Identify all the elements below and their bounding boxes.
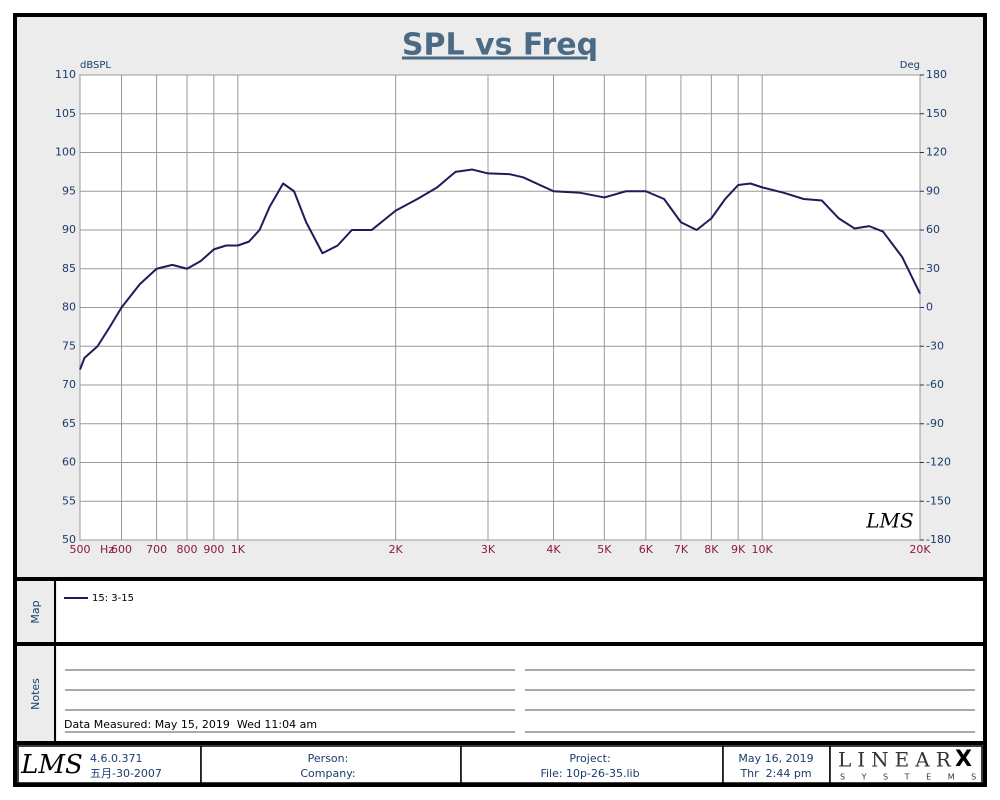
y-tick-label: 85 <box>62 262 76 275</box>
y2-tick-label: 30 <box>926 262 940 275</box>
build-date: 五月-30-2007 <box>90 767 162 780</box>
y-axis-label: dBSPL <box>80 60 111 71</box>
legend-label: 15: 3-15 <box>92 593 134 604</box>
notes-panel <box>57 646 983 741</box>
map-panel <box>57 581 983 642</box>
y2-tick-label: -150 <box>926 494 951 507</box>
y-tick-label: 65 <box>62 417 76 430</box>
y-tick-label: 75 <box>62 339 76 352</box>
footer-cell <box>460 745 724 784</box>
x-tick-label: 600 <box>111 543 132 556</box>
footer-cell <box>200 745 462 784</box>
y2-tick-label: 150 <box>926 107 947 120</box>
file: File: 10p-26-35.lib <box>540 767 639 780</box>
x-tick-label: 500 <box>70 543 91 556</box>
x-tick-label: 7K <box>674 543 689 556</box>
brand-sub: S Y S T E M S <box>840 773 983 782</box>
footer-cell <box>722 745 831 784</box>
y-tick-label: 105 <box>55 107 76 120</box>
x-tick-label: 900 <box>203 543 224 556</box>
y-tick-label: 60 <box>62 456 76 469</box>
y-tick-label: 50 <box>62 533 76 546</box>
y2-tick-label: 60 <box>926 223 940 236</box>
y2-tick-label: 90 <box>926 184 940 197</box>
x-tick-label: 10K <box>752 543 774 556</box>
print-date: May 16, 2019 <box>738 752 813 765</box>
x-tick-label: 8K <box>704 543 719 556</box>
chart-title: SPL vs Freq <box>402 28 598 63</box>
map-label: Map <box>29 600 42 623</box>
y-tick-label: 70 <box>62 378 76 391</box>
logo: LMS <box>20 750 83 780</box>
series-line <box>79 168 921 370</box>
notes-label: Notes <box>29 678 42 710</box>
y-tick-label: 100 <box>55 146 76 159</box>
company: Company: <box>300 767 355 780</box>
x-axis-label: Hz <box>100 543 114 556</box>
y-tick-label: 55 <box>62 494 76 507</box>
watermark: LMS <box>865 509 913 533</box>
x-tick-label: 9K <box>731 543 746 556</box>
version: 4.6.0.371 <box>90 752 142 765</box>
y2-axis-label: Deg <box>900 60 920 71</box>
y2-tick-label: -60 <box>926 378 944 391</box>
y2-tick-label: 180 <box>926 68 947 81</box>
y-tick-label: 80 <box>62 301 76 314</box>
y2-tick-label: -90 <box>926 417 944 430</box>
x-tick-label: 4K <box>546 543 561 556</box>
x-tick-label: 6K <box>639 543 654 556</box>
brand: LINEAR <box>838 748 957 772</box>
x-tick-label: 700 <box>146 543 167 556</box>
y2-tick-label: -180 <box>926 533 951 546</box>
x-tick-label: 20K <box>909 543 931 556</box>
x-tick-label: 5K <box>597 543 612 556</box>
footer-cell <box>829 745 983 784</box>
y2-tick-label: -120 <box>926 456 951 469</box>
data-measured: Data Measured: May 15, 2019 Wed 11:04 am <box>64 718 317 731</box>
person: Person: <box>308 752 349 765</box>
print-time: Thr 2:44 pm <box>739 767 811 780</box>
x-tick-label: 3K <box>481 543 496 556</box>
brand-x: X <box>955 747 972 772</box>
y2-tick-label: -30 <box>926 339 944 352</box>
y-tick-label: 90 <box>62 223 76 236</box>
y-tick-label: 110 <box>55 68 76 81</box>
x-tick-label: 1K <box>231 543 246 556</box>
y2-tick-label: 0 <box>926 301 933 314</box>
x-tick-label: 800 <box>177 543 198 556</box>
x-tick-label: 2K <box>389 543 404 556</box>
project: Project: <box>569 752 610 765</box>
y2-tick-label: 120 <box>926 146 947 159</box>
y-tick-label: 95 <box>62 184 76 197</box>
